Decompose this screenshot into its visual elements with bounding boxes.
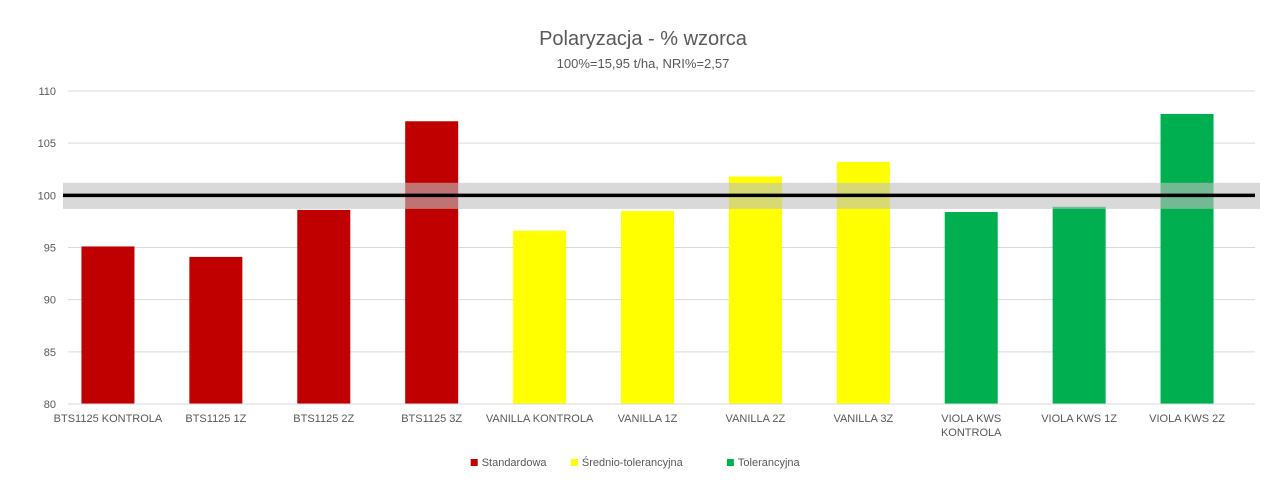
bar <box>297 209 351 404</box>
chart-title: Polaryzacja - % wzorca <box>539 28 747 50</box>
bar <box>1160 113 1214 404</box>
bar <box>189 256 243 404</box>
bar <box>81 246 135 404</box>
y-tick-label: 105 <box>38 138 56 150</box>
x-tick-label: BTS1125 2Z <box>293 413 354 425</box>
legend-label: Średnio-tolerancyjna <box>582 456 684 469</box>
legend-label: Tolerancyjna <box>738 457 801 469</box>
y-tick-label: 95 <box>44 243 56 255</box>
x-tick-label: VIOLA KWS KONTROLA <box>941 413 1002 439</box>
legend-label: Standardowa <box>482 457 548 469</box>
bar <box>728 176 782 404</box>
chart-subtitle: 100%=15,95 t/ha, NRI%=2,57 <box>556 56 730 71</box>
x-tick-label: VIOLA KWS 2Z <box>1149 413 1225 425</box>
bar <box>944 212 998 404</box>
x-tick-label: BTS1125 KONTROLA <box>54 413 163 425</box>
x-tick-label: VANILLA 1Z <box>618 413 678 425</box>
y-tick-label: 80 <box>44 399 56 411</box>
x-tick-label: VANILLA 3Z <box>833 413 893 425</box>
legend-swatch <box>726 459 734 466</box>
x-tick-label: VANILLA 2Z <box>726 413 786 425</box>
bar <box>1052 206 1106 404</box>
x-tick-label: BTS1125 3Z <box>401 413 462 425</box>
x-tick-label: BTS1125 1Z <box>185 413 246 425</box>
y-tick-label: 90 <box>44 295 56 307</box>
bar <box>405 121 459 405</box>
legend-swatch <box>570 459 578 466</box>
x-tick-label: VANILLA KONTROLA <box>486 413 594 425</box>
y-tick-label: 110 <box>38 86 56 98</box>
bar <box>513 230 567 404</box>
y-tick-label: 100 <box>38 190 56 202</box>
bar <box>621 210 674 404</box>
legend-swatch <box>470 459 478 466</box>
x-tick-label: VIOLA KWS 1Z <box>1041 413 1117 425</box>
y-tick-label: 85 <box>44 347 56 359</box>
